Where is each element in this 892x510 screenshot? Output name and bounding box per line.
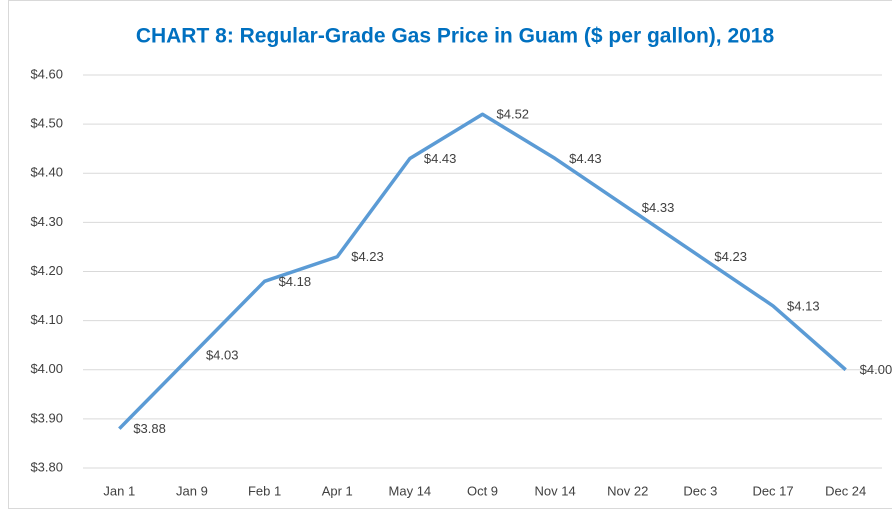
x-tick-label: Jan 1 [103,483,135,498]
data-label: $4.00 [860,362,892,377]
data-label: $4.43 [569,151,602,166]
x-tick-label: Jan 9 [176,483,208,498]
data-label: $4.18 [279,274,312,289]
x-tick-label: Oct 9 [467,483,498,498]
x-tick-label: Dec 17 [752,483,793,498]
y-tick-label: $4.40 [30,165,63,180]
data-label: $4.52 [497,107,530,122]
data-label: $4.43 [424,151,457,166]
y-tick-label: $3.90 [30,410,63,425]
x-tick-label: Nov 22 [607,483,648,498]
data-label: $4.23 [351,249,384,264]
y-tick-label: $4.20 [30,263,63,278]
chart-frame [8,0,892,509]
y-tick-label: $4.10 [30,312,63,327]
data-label: $4.13 [787,298,820,313]
data-label: $3.88 [133,421,166,436]
data-label: $4.03 [206,347,239,362]
y-tick-label: $3.80 [30,459,63,474]
chart-title: CHART 8: Regular-Grade Gas Price in Guam… [136,25,775,48]
x-tick-label: Feb 1 [248,483,281,498]
x-tick-label: May 14 [389,483,432,498]
data-label: $4.33 [642,200,675,215]
x-tick-label: Nov 14 [535,483,576,498]
x-tick-label: Dec 24 [825,483,866,498]
data-label: $4.23 [714,249,747,264]
y-tick-label: $4.00 [30,361,63,376]
x-tick-label: Dec 3 [683,483,717,498]
x-tick-label: Apr 1 [322,483,353,498]
y-tick-label: $4.50 [30,116,63,131]
line-series [118,112,847,430]
y-tick-label: $4.30 [30,214,63,229]
y-tick-label: $4.60 [30,66,63,81]
